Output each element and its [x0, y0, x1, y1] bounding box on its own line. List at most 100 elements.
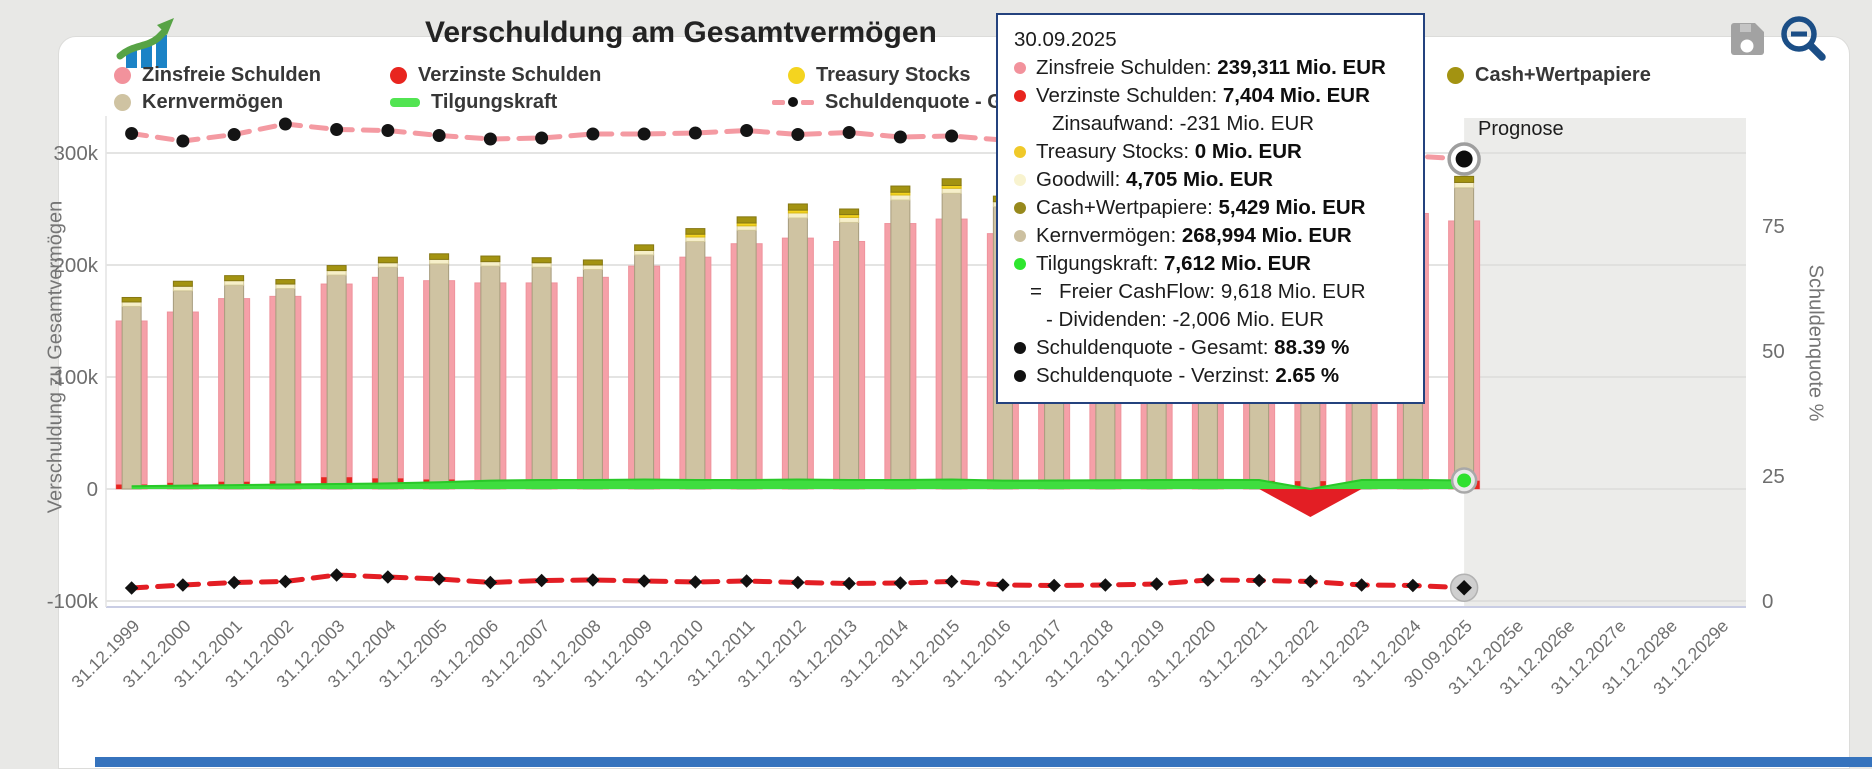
- point-schuldenquote-gesamt[interactable]: [740, 124, 754, 137]
- bar-kernvermoegen[interactable]: [941, 192, 962, 490]
- point-schuldenquote-verzinst[interactable]: [637, 574, 651, 588]
- bar-goodwill[interactable]: [890, 194, 911, 201]
- bar-kernvermoegen[interactable]: [634, 254, 655, 490]
- point-schuldenquote-verzinst[interactable]: [944, 574, 959, 589]
- point-schuldenquote-verzinst[interactable]: [1303, 574, 1318, 589]
- point-schuldenquote-gesamt[interactable]: [586, 127, 600, 141]
- point-schuldenquote-gesamt[interactable]: [791, 128, 805, 141]
- bar-cash-wertpapiere[interactable]: [787, 203, 808, 211]
- point-schuldenquote-verzinst[interactable]: [1201, 573, 1215, 587]
- bar-kernvermoegen[interactable]: [531, 266, 552, 490]
- bar-kernvermoegen[interactable]: [326, 274, 347, 490]
- point-schuldenquote-verzinst[interactable]: [1149, 577, 1164, 591]
- point-schuldenquote-verzinst[interactable]: [278, 574, 293, 589]
- point-schuldenquote-verzinst[interactable]: [227, 575, 241, 590]
- point-schuldenquote-gesamt[interactable]: [381, 124, 395, 137]
- legend-item-zinsfreie-schulden[interactable]: Zinsfreie Schulden: [114, 63, 321, 87]
- bar-goodwill[interactable]: [531, 262, 552, 268]
- point-schuldenquote-verzinst[interactable]: [1252, 573, 1266, 588]
- point-schuldenquote-gesamt[interactable]: [483, 132, 497, 146]
- bar-cash-wertpapiere[interactable]: [685, 228, 706, 235]
- point-schuldenquote-verzinst[interactable]: [842, 576, 856, 591]
- point-schuldenquote-verzinst[interactable]: [381, 570, 395, 584]
- point-schuldenquote-verzinst[interactable]: [1406, 578, 1420, 593]
- bar-goodwill[interactable]: [172, 285, 193, 292]
- legend-item-kernverm-gen[interactable]: Kernvermögen: [114, 90, 283, 114]
- point-schuldenquote-verzinst[interactable]: [586, 573, 600, 587]
- bar-kernvermoegen[interactable]: [121, 305, 142, 490]
- bar-goodwill[interactable]: [736, 225, 757, 231]
- bar-cash-wertpapiere[interactable]: [377, 256, 398, 264]
- bar-goodwill[interactable]: [941, 187, 962, 194]
- point-schuldenquote-gesamt[interactable]: [688, 126, 702, 140]
- legend-item-tilgungskraft[interactable]: Tilgungskraft: [390, 90, 557, 114]
- point-schuldenquote-verzinst[interactable]: [1354, 578, 1369, 592]
- bar-cash-wertpapiere[interactable]: [121, 296, 142, 303]
- point-schuldenquote-gesamt[interactable]: [893, 130, 907, 144]
- point-schuldenquote-gesamt[interactable]: [330, 123, 344, 136]
- bar-goodwill[interactable]: [839, 216, 860, 223]
- point-schuldenquote-gesamt[interactable]: [278, 117, 292, 131]
- point-schuldenquote-verzinst[interactable]: [996, 578, 1010, 592]
- bar-kernvermoegen[interactable]: [839, 221, 860, 490]
- bar-goodwill[interactable]: [634, 249, 655, 256]
- bar-goodwill[interactable]: [787, 212, 808, 219]
- bar-goodwill[interactable]: [1454, 181, 1475, 189]
- selected-point-schuldenquote-gesamt[interactable]: [1455, 150, 1473, 168]
- bar-goodwill[interactable]: [429, 258, 450, 265]
- point-schuldenquote-verzinst[interactable]: [1098, 578, 1113, 592]
- bar-cash-wertpapiere[interactable]: [326, 265, 347, 272]
- bar-cash-wertpapiere[interactable]: [224, 275, 245, 282]
- bar-goodwill[interactable]: [685, 236, 706, 242]
- point-schuldenquote-verzinst[interactable]: [791, 575, 805, 590]
- bar-cash-wertpapiere[interactable]: [736, 216, 757, 224]
- point-schuldenquote-verzinst[interactable]: [483, 575, 498, 590]
- point-schuldenquote-gesamt[interactable]: [125, 127, 139, 140]
- point-schuldenquote-gesamt[interactable]: [432, 129, 446, 142]
- bar-goodwill[interactable]: [121, 301, 142, 307]
- bar-goodwill[interactable]: [377, 262, 398, 268]
- bar-cash-wertpapiere[interactable]: [941, 178, 962, 186]
- point-schuldenquote-gesamt[interactable]: [176, 134, 190, 148]
- bar-goodwill[interactable]: [224, 280, 245, 286]
- bar-cash-wertpapiere[interactable]: [429, 253, 450, 260]
- bar-goodwill[interactable]: [275, 283, 296, 290]
- bar-kernvermoegen[interactable]: [787, 217, 808, 490]
- bar-kernvermoegen[interactable]: [480, 265, 501, 490]
- bar-kernvermoegen[interactable]: [429, 263, 450, 490]
- bar-kernvermoegen[interactable]: [685, 240, 706, 490]
- selected-point-tilgungskraft[interactable]: [1457, 473, 1472, 488]
- bar-kernvermoegen[interactable]: [224, 284, 245, 490]
- point-schuldenquote-verzinst[interactable]: [893, 576, 908, 590]
- bar-kernvermoegen[interactable]: [736, 229, 757, 490]
- bar-cash-wertpapiere[interactable]: [582, 259, 603, 266]
- selected-point-schuldenquote-verzinst[interactable]: [1456, 579, 1472, 596]
- point-schuldenquote-gesamt[interactable]: [637, 127, 651, 141]
- point-schuldenquote-verzinst[interactable]: [176, 578, 190, 592]
- bar-cash-wertpapiere[interactable]: [890, 185, 911, 193]
- point-schuldenquote-gesamt[interactable]: [842, 126, 856, 139]
- bar-kernvermoegen[interactable]: [890, 199, 911, 490]
- bar-kernvermoegen[interactable]: [1454, 187, 1475, 490]
- bar-cash-wertpapiere[interactable]: [531, 257, 552, 264]
- point-schuldenquote-verzinst[interactable]: [124, 581, 139, 595]
- point-schuldenquote-verzinst[interactable]: [739, 574, 754, 588]
- bar-cash-wertpapiere[interactable]: [634, 244, 655, 251]
- point-schuldenquote-verzinst[interactable]: [534, 573, 549, 588]
- bar-kernvermoegen[interactable]: [275, 288, 296, 490]
- save-button[interactable]: [1728, 19, 1768, 64]
- bar-kernvermoegen[interactable]: [172, 290, 193, 490]
- bar-cash-wertpapiere[interactable]: [1454, 175, 1475, 183]
- bar-cash-wertpapiere[interactable]: [839, 208, 860, 216]
- point-schuldenquote-verzinst[interactable]: [688, 575, 703, 589]
- legend-item-cash-wertpapiere[interactable]: Cash+Wertpapiere: [1447, 63, 1651, 87]
- bar-kernvermoegen[interactable]: [582, 268, 603, 490]
- bar-cash-wertpapiere[interactable]: [275, 279, 296, 285]
- legend-item-treasury-stocks[interactable]: Treasury Stocks: [788, 63, 971, 87]
- bar-goodwill[interactable]: [480, 261, 501, 267]
- bar-kernvermoegen[interactable]: [377, 266, 398, 490]
- legend-item-verzinste-schulden[interactable]: Verzinste Schulden: [390, 63, 601, 87]
- bar-goodwill[interactable]: [326, 270, 347, 276]
- point-schuldenquote-verzinst[interactable]: [432, 572, 446, 586]
- point-schuldenquote-gesamt[interactable]: [227, 128, 241, 141]
